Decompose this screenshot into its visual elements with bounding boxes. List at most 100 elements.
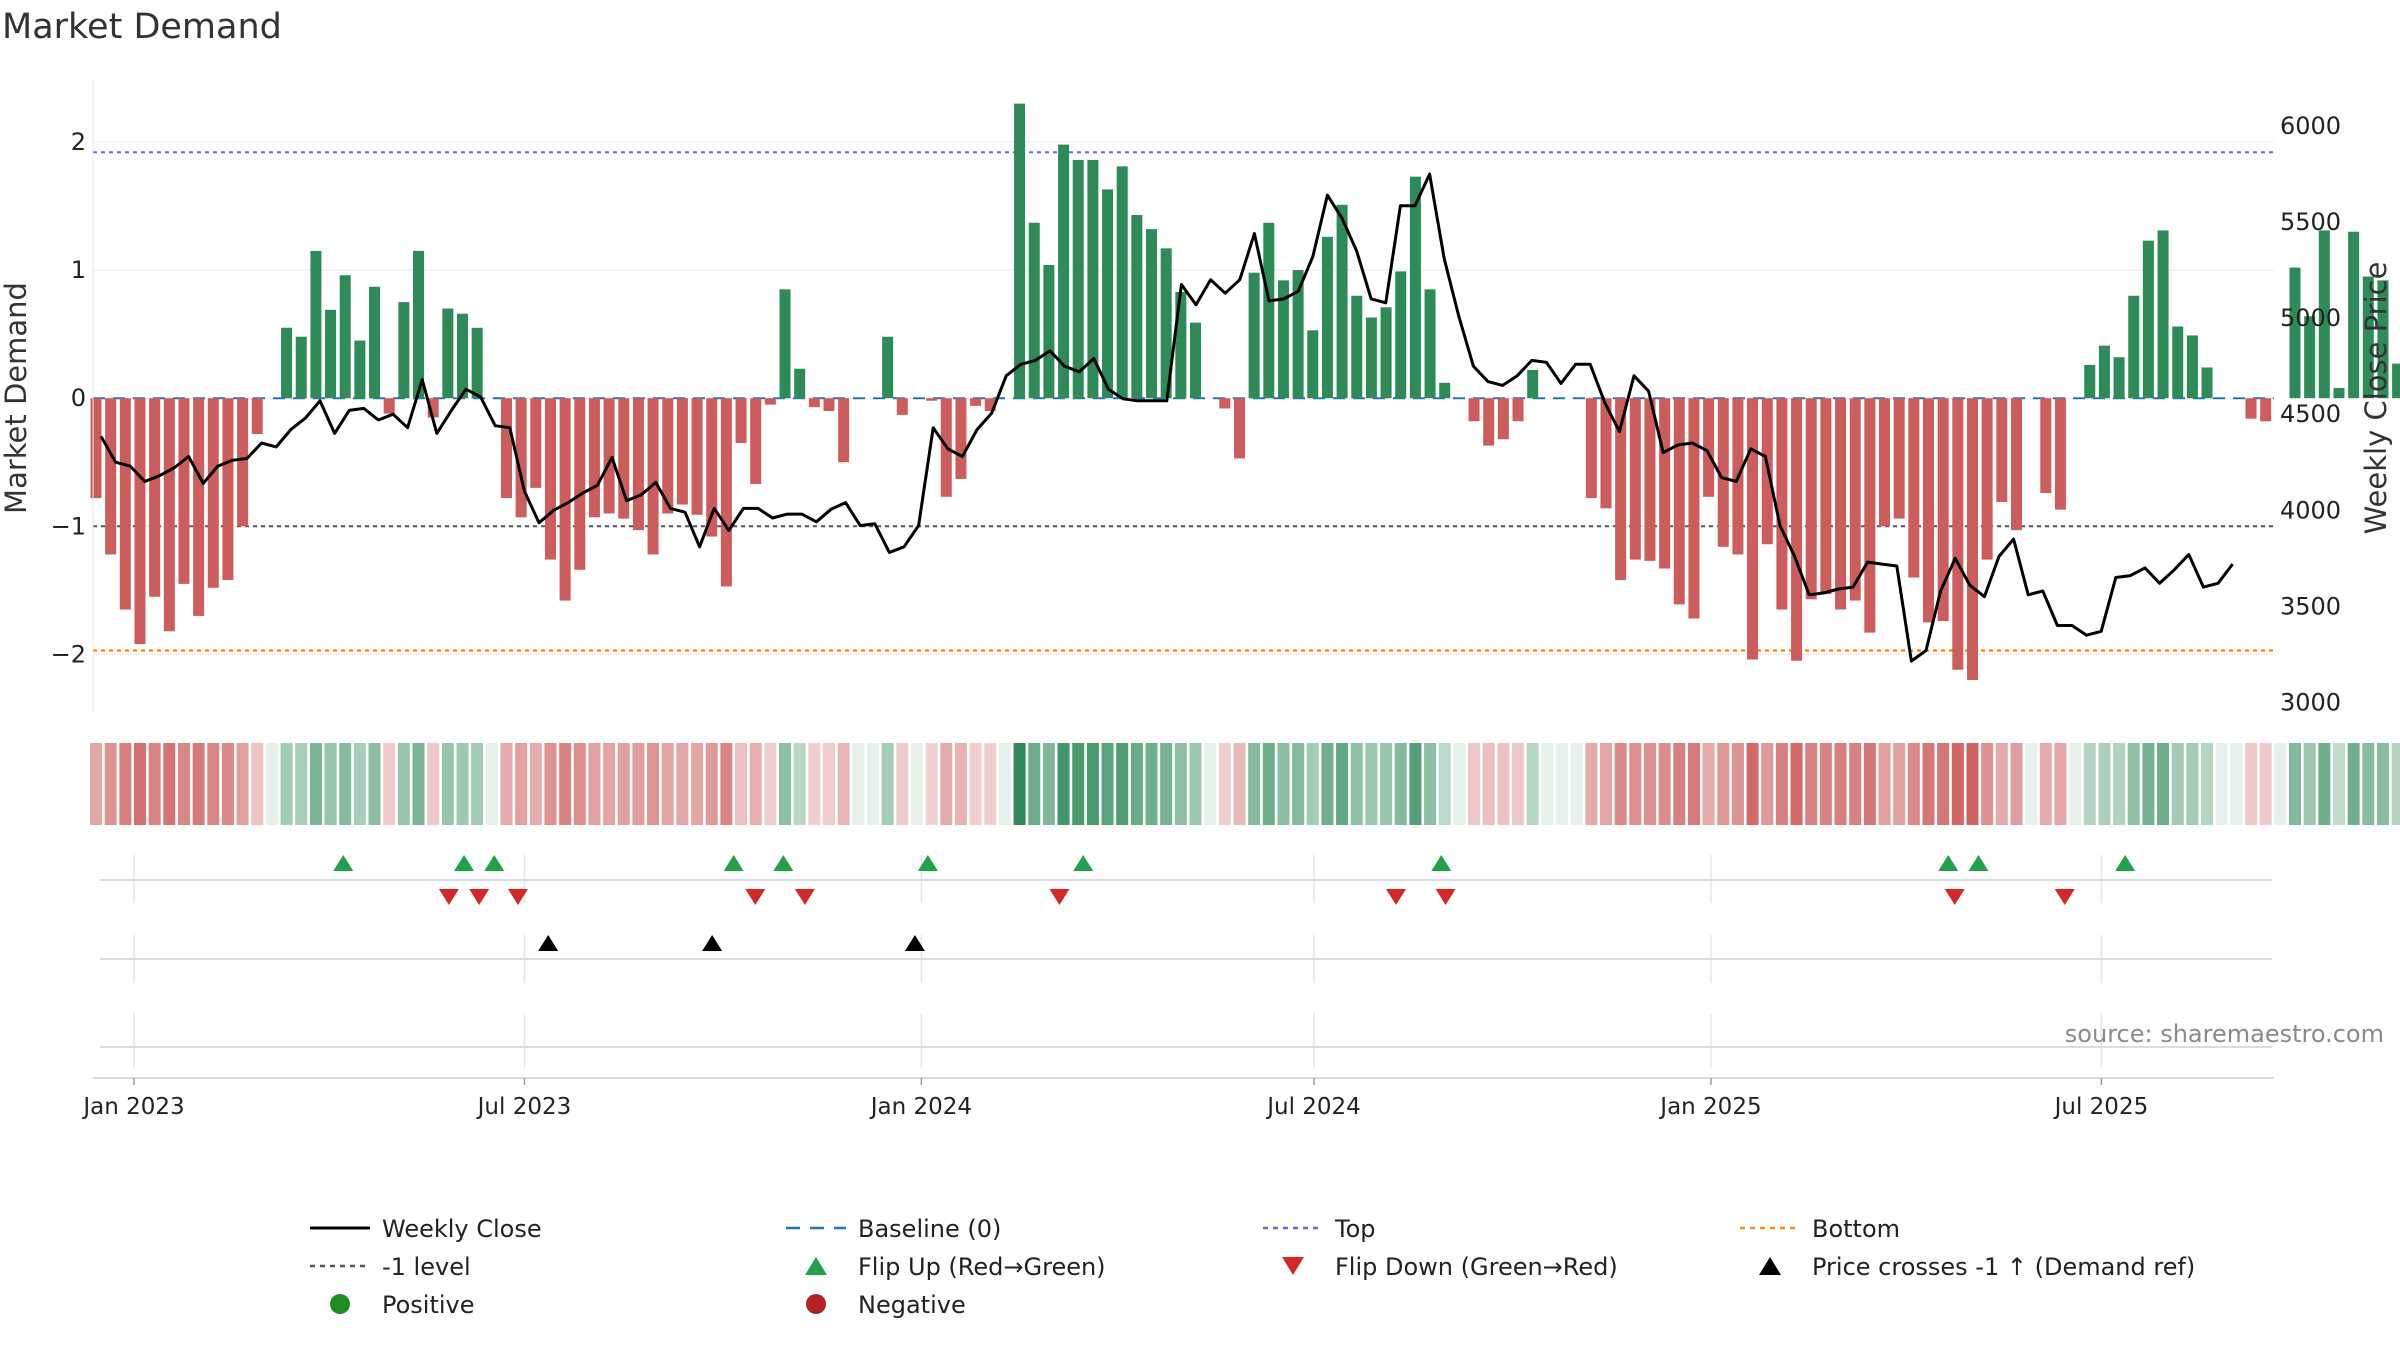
flip-down-marker	[2054, 889, 2075, 905]
sentiment-cell	[969, 743, 982, 825]
sentiment-cell	[1468, 743, 1481, 825]
demand-bar	[1160, 248, 1172, 399]
demand-bar	[1233, 398, 1245, 459]
sentiment-cell	[1262, 743, 1275, 825]
demand-bar	[1087, 159, 1099, 399]
flip-up-marker	[333, 855, 354, 871]
sentiment-cell	[1365, 743, 1378, 825]
demand-bar	[1835, 398, 1847, 610]
sentiment-cell	[500, 743, 513, 825]
demand-bar	[1043, 264, 1055, 399]
demand-bar	[574, 398, 586, 570]
sentiment-cell	[1951, 743, 1964, 825]
flip-down-marker	[1435, 889, 1456, 905]
x-tick-label: Jan 2024	[869, 1094, 972, 1120]
demand-bar	[1380, 307, 1392, 399]
demand-bar	[1893, 398, 1905, 519]
demand-bar	[295, 336, 307, 399]
sentiment-cell	[1805, 743, 1818, 825]
demand-bar	[354, 340, 366, 399]
y2-axis-label: Weekly Close Price	[2359, 262, 2393, 535]
legend-swatch	[1282, 1257, 1304, 1275]
sentiment-cell	[1497, 743, 1510, 825]
sentiment-cell	[808, 743, 821, 825]
sentiment-cell	[1629, 743, 1642, 825]
sentiment-cell	[2098, 743, 2111, 825]
flip-down-marker	[1049, 889, 1070, 905]
sentiment-cell	[1614, 743, 1627, 825]
sentiment-cell	[984, 743, 997, 825]
demand-bar	[1805, 398, 1817, 600]
sentiment-cell	[177, 743, 190, 825]
sentiment-cell	[1277, 743, 1290, 825]
legend-label: Bottom	[1812, 1215, 1900, 1243]
demand-bar	[823, 398, 835, 412]
weekly-close-line	[99, 172, 2234, 663]
sentiment-cell	[793, 743, 806, 825]
demand-bar	[2040, 398, 2052, 493]
sentiment-cell	[1966, 743, 1979, 825]
source-credit: source: sharemaestro.com	[2065, 1020, 2384, 1048]
legend-label: Negative	[858, 1291, 966, 1319]
x-tick-label: Jan 2023	[81, 1094, 184, 1120]
demand-bar	[1321, 236, 1333, 399]
sentiment-cell	[1746, 743, 1759, 825]
demand-bar	[1116, 166, 1128, 399]
demand-bar	[1190, 322, 1201, 399]
demand-bar	[2304, 316, 2316, 399]
sentiment-cell	[1145, 743, 1158, 825]
demand-bar	[1776, 398, 1788, 610]
sentiment-cell	[1790, 743, 1803, 825]
flip-down-marker	[794, 889, 815, 905]
demand-bar	[632, 398, 644, 531]
sentiment-cell	[1057, 743, 1070, 825]
demand-bar	[1600, 398, 1612, 509]
demand-bar	[1981, 398, 1993, 560]
demand-bar	[618, 398, 630, 519]
sentiment-cell	[1585, 743, 1598, 825]
sentiment-strip	[90, 743, 2400, 825]
sentiment-cell	[2142, 743, 2155, 825]
sentiment-cell	[954, 743, 967, 825]
sentiment-cell	[265, 743, 278, 825]
demand-bar	[2260, 398, 2272, 422]
demand-bar	[2289, 267, 2301, 399]
sentiment-cell	[1438, 743, 1451, 825]
y2-tick-label: 5500	[2280, 208, 2341, 236]
sentiment-cell	[1174, 743, 1187, 825]
sentiment-cell	[1218, 743, 1231, 825]
demand-bar	[1644, 398, 1656, 561]
sentiment-cell	[1687, 743, 1700, 825]
sentiment-cell	[661, 743, 674, 825]
sentiment-cell	[1453, 743, 1466, 825]
demand-bar	[1849, 398, 1861, 601]
demand-bar	[955, 398, 967, 479]
demand-bar	[896, 398, 908, 415]
demand-bar	[1512, 398, 1524, 422]
demand-bar	[720, 398, 732, 587]
sentiment-cell	[90, 743, 102, 825]
sentiment-cell	[1013, 743, 1026, 825]
demand-bar	[1673, 398, 1685, 605]
sentiment-cell	[133, 743, 146, 825]
sentiment-cell	[676, 743, 689, 825]
sentiment-cell	[837, 743, 850, 825]
sentiment-cell	[1482, 743, 1495, 825]
demand-bar	[1424, 289, 1436, 399]
sentiment-cell	[1189, 743, 1202, 825]
sentiment-cell	[881, 743, 894, 825]
demand-bar	[2084, 364, 2096, 399]
sentiment-cell	[1028, 743, 1041, 825]
demand-bar	[90, 398, 102, 499]
sentiment-cell	[1849, 743, 1862, 825]
demand-bar	[222, 398, 234, 581]
sentiment-cell	[998, 743, 1011, 825]
sentiment-cell	[1643, 743, 1656, 825]
demand-bar	[1923, 398, 1934, 623]
sentiment-cell	[632, 743, 645, 825]
x-tick-label: Jul 2023	[476, 1094, 572, 1120]
date-axis: Jan 2023 Jul 2023 Jan 2024 Jul 2024 Jan 2025…	[81, 1077, 2274, 1120]
y2-tick-label: 3500	[2280, 592, 2341, 620]
sentiment-cell	[1702, 743, 1715, 825]
legend-item-positive: Positive	[330, 1291, 475, 1319]
